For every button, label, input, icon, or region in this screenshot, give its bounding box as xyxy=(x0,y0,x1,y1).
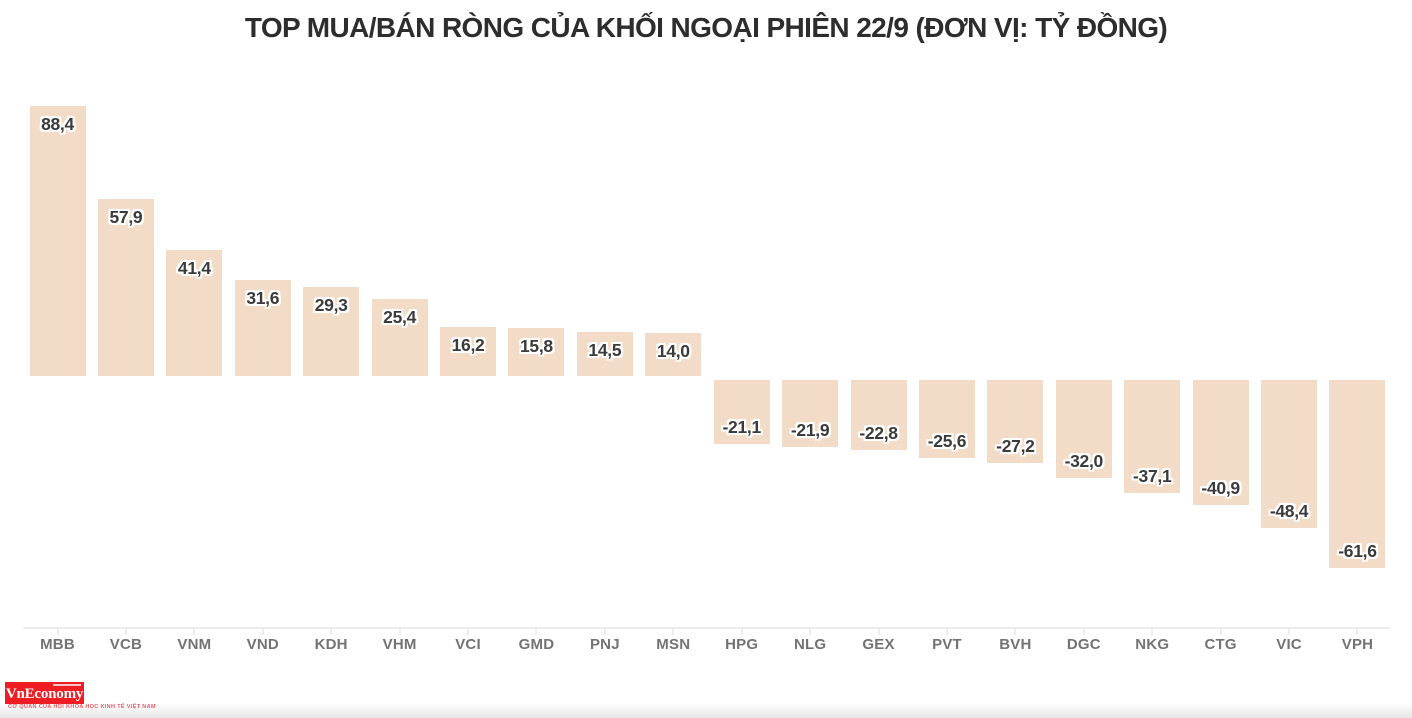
bar-bvh xyxy=(987,380,1044,463)
bar-vnd xyxy=(234,279,291,376)
bar-kdh xyxy=(303,286,360,376)
bar-vph xyxy=(1329,380,1386,568)
x-axis-tick xyxy=(398,629,401,635)
x-axis-label-hpg: HPG xyxy=(725,636,759,653)
bar-value-label-gex: -22,8 xyxy=(859,422,898,443)
bar-nkg xyxy=(1124,380,1181,494)
x-axis-tick xyxy=(1219,629,1222,635)
x-axis-tick xyxy=(603,629,606,635)
bar-value-label-kdh: 29,3 xyxy=(314,294,348,315)
bar-vic xyxy=(1261,380,1318,528)
x-axis-label-gex: GEX xyxy=(862,636,895,653)
bar-value-label-pnj: 14,5 xyxy=(588,339,622,360)
x-axis-label-msn: MSN xyxy=(656,636,691,653)
bar-value-label-msn: 14,0 xyxy=(656,341,690,362)
x-axis-label-nlg: NLG xyxy=(793,636,827,653)
x-axis-tick xyxy=(261,629,264,635)
x-axis-label-ctg: CTG xyxy=(1204,636,1237,653)
x-axis-tick xyxy=(535,629,538,635)
bar-vcb xyxy=(97,199,154,376)
x-axis-label-vhm: VHM xyxy=(382,636,417,653)
bar-gex xyxy=(850,380,907,450)
x-axis-label-vic: VIC xyxy=(1276,636,1302,653)
bar-value-label-vci: 16,2 xyxy=(451,334,485,355)
bar-dgc xyxy=(1055,380,1112,478)
bar-gmd xyxy=(508,327,565,376)
bar-ctg xyxy=(1192,380,1249,505)
x-axis-tick xyxy=(467,629,470,635)
logo-fineprint-line xyxy=(53,684,81,686)
x-axis-label-kdh: KDH xyxy=(314,636,348,653)
x-axis-tick xyxy=(56,629,59,635)
bar-value-label-hpg: -21,1 xyxy=(722,417,761,438)
vneconomy-logo-text: VnEconomy xyxy=(5,686,84,702)
bar-nlg xyxy=(782,380,839,447)
bar-value-label-vic: -48,4 xyxy=(1269,500,1309,521)
x-axis-label-vnm: VNM xyxy=(177,636,212,653)
x-axis-label-pvt: PVT xyxy=(932,636,962,653)
bar-value-label-vnd: 31,6 xyxy=(246,287,280,308)
bar-value-label-vph: -61,6 xyxy=(1338,540,1377,561)
x-axis-label-vcb: VCB xyxy=(109,636,143,653)
bar-msn xyxy=(645,333,702,376)
bar-value-label-nlg: -21,9 xyxy=(790,419,830,440)
x-axis-tick xyxy=(1014,629,1017,635)
bar-value-label-dgc: -32,0 xyxy=(1064,450,1104,471)
x-axis-label-vph: VPH xyxy=(1341,636,1374,653)
bar-value-label-gmd: 15,8 xyxy=(520,335,553,356)
bar-value-label-bvh: -27,2 xyxy=(996,435,1035,456)
x-axis-tick xyxy=(809,629,812,635)
bar-value-label-nkg: -37,1 xyxy=(1133,466,1172,487)
x-axis-tick xyxy=(124,629,127,635)
bar-vnm xyxy=(166,249,223,376)
bar-value-label-ctg: -40,9 xyxy=(1201,477,1240,498)
x-axis-tick xyxy=(1288,629,1291,635)
chart-title: TOP MUA/BÁN RÒNG CỦA KHỐI NGOẠI PHIÊN 22… xyxy=(244,12,1168,43)
x-axis-label-vnd: VND xyxy=(246,636,279,653)
vneconomy-logo-tagline: CƠ QUAN CỦA HỘI KHOA HỌC KINH TẾ VIỆT NA… xyxy=(8,704,156,710)
bar-pnj xyxy=(576,331,633,376)
bar-hpg xyxy=(713,380,770,445)
bar-value-label-pvt: -25,6 xyxy=(927,431,967,452)
bar-mbb xyxy=(29,106,86,376)
x-axis-tick xyxy=(945,629,948,635)
x-axis-label-bvh: BVH xyxy=(999,636,1032,653)
bar-vhm xyxy=(371,298,428,376)
x-axis-tick xyxy=(1151,629,1154,635)
bar-value-label-mbb: 88,4 xyxy=(41,114,74,135)
bar-pvt xyxy=(918,380,975,459)
x-axis-tick xyxy=(740,629,743,635)
x-axis-label-dgc: DGC xyxy=(1066,636,1101,653)
x-axis-label-nkg: NKG xyxy=(1135,636,1170,653)
x-axis-tick xyxy=(1082,629,1085,635)
x-axis-label-pnj: PNJ xyxy=(589,636,620,653)
bar-value-label-vcb: 57,9 xyxy=(109,207,143,228)
x-axis-label-mbb: MBB xyxy=(40,636,75,653)
x-axis-line xyxy=(23,627,1390,629)
x-axis-tick xyxy=(877,629,880,635)
footer-gradient-strip xyxy=(0,703,1412,718)
vneconomy-logo: VnEconomy xyxy=(5,682,84,704)
x-axis-tick xyxy=(193,629,196,635)
x-axis-tick xyxy=(330,629,333,635)
x-axis-tick xyxy=(672,629,675,635)
x-axis-label-gmd: GMD xyxy=(518,636,555,653)
x-axis-tick xyxy=(1356,629,1359,635)
bar-value-label-vhm: 25,4 xyxy=(383,306,417,327)
bar-value-label-vnm: 41,4 xyxy=(177,257,211,278)
x-axis-label-vci: VCI xyxy=(455,636,481,653)
bar-vci xyxy=(440,326,497,376)
